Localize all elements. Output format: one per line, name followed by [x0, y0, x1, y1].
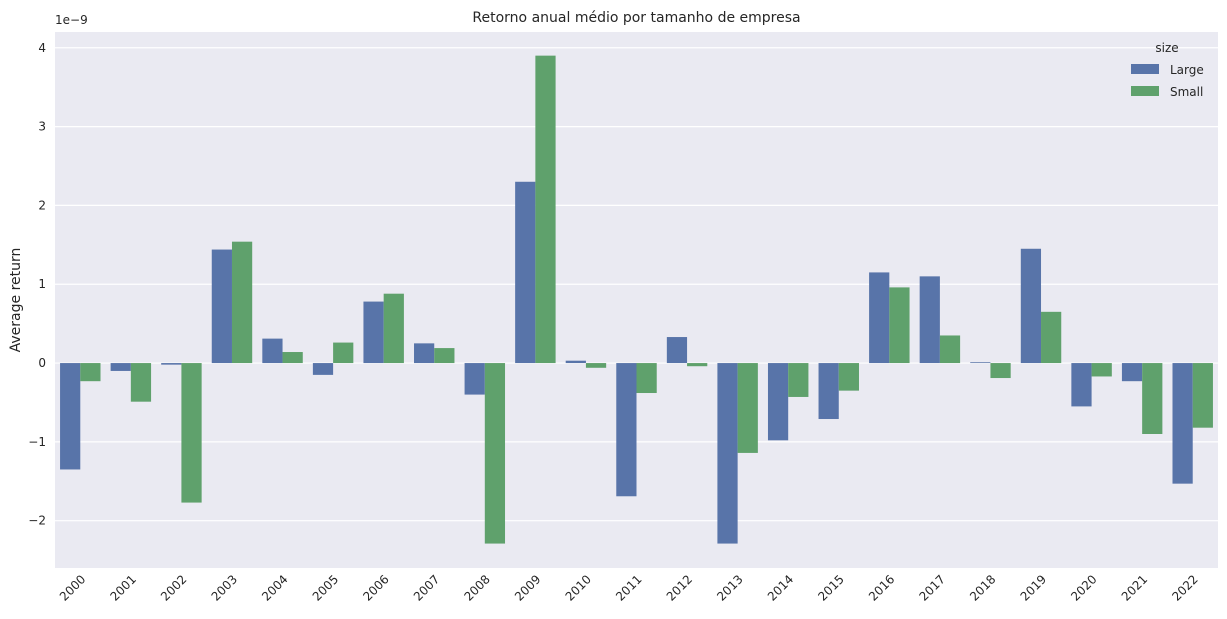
bar-large-2003 [211, 249, 232, 364]
x-tick-label: 2007 [411, 572, 442, 603]
bar-large-2022 [1172, 363, 1193, 484]
bar-small-2009 [535, 55, 556, 364]
bar-small-2022 [1192, 363, 1213, 428]
x-tick-label: 2012 [664, 572, 695, 603]
x-tick-label: 2013 [714, 572, 745, 603]
y-tick-label: 0 [38, 356, 46, 370]
x-tick-label: 2001 [107, 572, 138, 603]
x-tick-label: 2019 [1018, 572, 1049, 603]
bar-small-2013 [737, 363, 758, 453]
bar-small-2002 [181, 363, 202, 503]
bars [60, 55, 1213, 544]
y-tick-label: 1 [38, 277, 46, 291]
bar-large-2002 [161, 363, 182, 365]
bar-small-2007 [434, 348, 455, 364]
bar-large-2017 [919, 276, 940, 364]
x-tick-labels: 2000 2001 2002 2003 2004 2005 2006 2007 2008 2009… [57, 572, 1201, 603]
x-tick-label: 2003 [209, 572, 240, 603]
bar-large-2000 [60, 363, 81, 470]
bar-small-2016 [889, 287, 910, 364]
bar-small-2004 [282, 352, 303, 364]
bar-small-2000 [80, 363, 101, 382]
x-tick-label: 2020 [1068, 572, 1099, 603]
bar-large-2006 [363, 301, 384, 364]
bar-large-2010 [565, 360, 586, 364]
bar-large-2012 [666, 337, 688, 364]
bar-large-2019 [1020, 248, 1042, 364]
bar-large-2005 [312, 363, 334, 375]
x-tick-label: 2021 [1119, 572, 1150, 603]
y-tick-labels: −2 −1 0 1 2 3 4 [28, 41, 46, 528]
bar-small-2001 [130, 363, 152, 402]
bar-large-2014 [767, 363, 789, 441]
legend: size Large Small [1131, 41, 1204, 99]
x-tick-label: 2006 [360, 572, 391, 603]
bar-large-2020 [1071, 363, 1092, 407]
bar-large-2007 [414, 343, 435, 364]
legend-label-large: Large [1170, 63, 1204, 77]
y-tick-label: 2 [38, 198, 46, 212]
bar-small-2010 [585, 363, 607, 368]
x-tick-label: 2011 [613, 572, 644, 603]
x-tick-label: 2002 [158, 572, 189, 603]
bar-small-2017 [939, 335, 961, 364]
bar-large-2021 [1121, 363, 1143, 382]
legend-swatch-small [1131, 86, 1159, 96]
bar-large-2008 [464, 363, 485, 395]
bar-small-2003 [231, 241, 253, 364]
bar-large-2018 [970, 362, 991, 364]
x-tick-label: 2017 [917, 572, 948, 603]
x-tick-label: 2000 [57, 572, 88, 603]
x-tick-label: 2016 [866, 572, 897, 603]
legend-swatch-large [1131, 64, 1159, 74]
y-tick-label: −1 [28, 435, 46, 449]
bar-small-2008 [484, 363, 506, 544]
x-tick-label: 2014 [765, 572, 796, 603]
legend-title: size [1155, 41, 1178, 55]
bar-small-2015 [838, 363, 859, 391]
bar-large-2009 [515, 181, 536, 364]
bar-small-2005 [333, 342, 354, 364]
x-tick-label: 2022 [1169, 572, 1200, 603]
y-tick-label: 3 [38, 120, 46, 134]
bar-small-2018 [990, 363, 1011, 379]
x-tick-label: 2004 [259, 572, 290, 603]
bar-small-2019 [1041, 311, 1062, 364]
bar-small-2020 [1091, 363, 1112, 377]
legend-label-small: Small [1170, 85, 1203, 99]
y-tick-label: −2 [28, 514, 46, 528]
chart-title: Retorno anual médio por tamanho de empre… [472, 10, 800, 26]
bar-large-2015 [818, 363, 839, 420]
x-tick-label: 2018 [967, 572, 998, 603]
y-axis-offset-label: 1e−9 [55, 13, 88, 27]
bar-small-2011 [636, 363, 657, 394]
bar-large-2001 [110, 363, 131, 371]
bar-large-2004 [262, 338, 283, 364]
x-tick-label: 2008 [461, 572, 492, 603]
bar-large-2016 [869, 272, 890, 364]
bar-large-2011 [616, 363, 637, 497]
bar-large-2013 [717, 363, 738, 544]
bar-small-2021 [1142, 363, 1163, 434]
x-tick-label: 2015 [815, 572, 846, 603]
y-axis-label: Average return [8, 248, 24, 353]
y-tick-label: 4 [38, 41, 46, 55]
x-tick-label: 2010 [563, 572, 594, 603]
x-tick-label: 2009 [512, 572, 543, 603]
bar-small-2014 [788, 363, 809, 397]
bar-small-2006 [383, 293, 404, 364]
bar-small-2012 [687, 363, 708, 367]
x-tick-label: 2005 [310, 572, 341, 603]
